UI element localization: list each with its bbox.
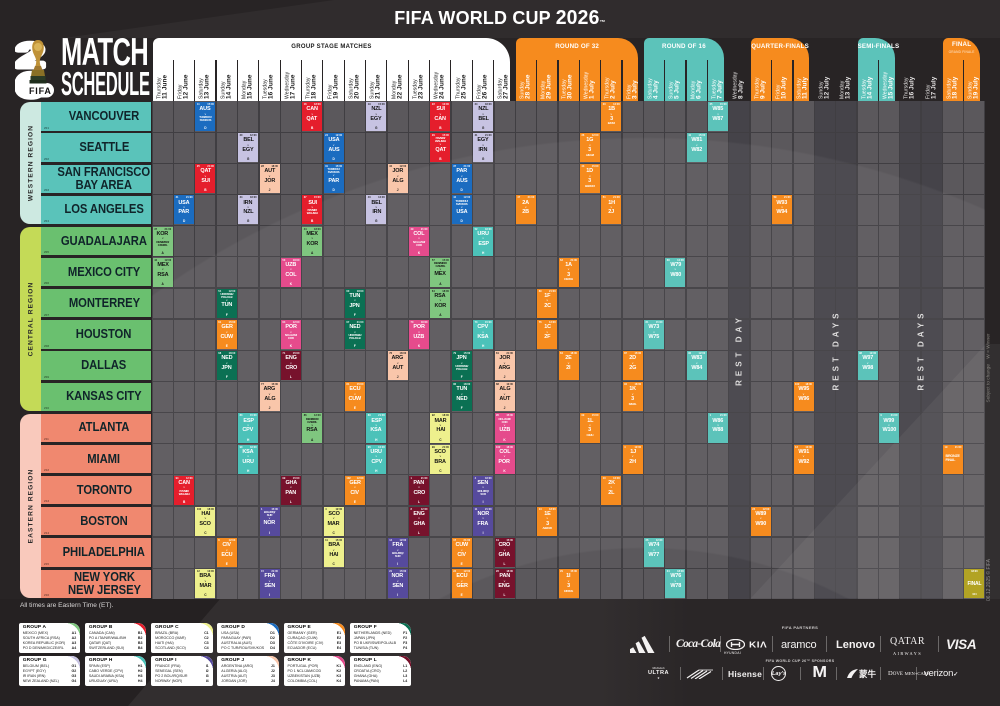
svg-text:FIFA: FIFA xyxy=(29,86,52,96)
